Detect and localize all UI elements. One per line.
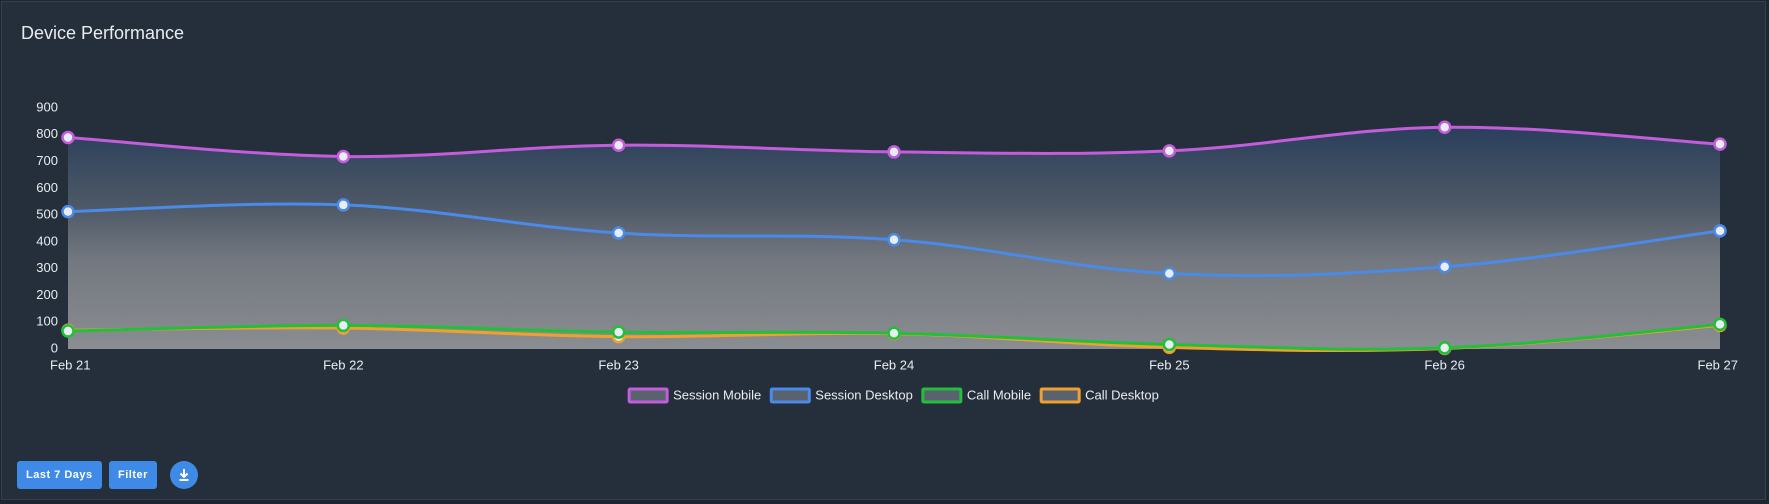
data-point — [336, 149, 351, 164]
data-point — [611, 325, 626, 339]
y-tick-label: 0 — [51, 340, 58, 355]
data-point — [336, 198, 351, 212]
data-point — [336, 318, 351, 333]
data-point — [61, 324, 75, 338]
legend-label: Call Desktop — [1085, 387, 1159, 402]
y-tick-label: 100 — [36, 314, 58, 329]
data-point — [1713, 137, 1727, 151]
download-button[interactable] — [170, 461, 198, 489]
data-point — [1437, 341, 1452, 355]
y-tick-label: 900 — [36, 99, 58, 114]
data-point — [611, 226, 626, 240]
range-button[interactable]: Last 7 Days — [17, 461, 102, 489]
legend-label: Session Mobile — [673, 387, 761, 402]
data-point — [887, 232, 901, 247]
y-tick-label: 200 — [36, 287, 58, 302]
filter-button[interactable]: Filter — [109, 461, 157, 489]
data-point — [1162, 337, 1177, 352]
legend-swatch — [627, 387, 669, 404]
data-point — [887, 326, 901, 340]
data-point — [61, 130, 75, 145]
legend-swatch — [921, 387, 963, 404]
x-tick-label: Feb 23 — [598, 357, 638, 372]
y-tick-label: 800 — [36, 126, 58, 141]
x-tick-label: Feb 27 — [1698, 357, 1738, 372]
data-point — [1437, 260, 1452, 274]
x-tick-label: Feb 26 — [1424, 357, 1464, 372]
data-point — [1437, 120, 1452, 135]
data-point — [1713, 224, 1727, 238]
data-point — [61, 204, 75, 219]
data-point — [887, 145, 901, 159]
x-tick-label: Feb 24 — [874, 357, 914, 372]
x-tick-label: Feb 25 — [1149, 357, 1189, 372]
legend-label: Call Mobile — [967, 387, 1031, 402]
data-point — [1713, 317, 1727, 332]
chart-title: Device Performance — [21, 23, 184, 43]
x-tick-label: Feb 22 — [323, 357, 363, 372]
y-tick-label: 500 — [36, 207, 58, 222]
download-icon — [179, 469, 189, 481]
legend-swatch — [1039, 387, 1081, 404]
y-tick-label: 400 — [36, 233, 58, 248]
y-tick-label: 600 — [36, 180, 58, 195]
x-tick-label: Feb 21 — [50, 357, 90, 372]
y-tick-label: 700 — [36, 153, 58, 168]
data-point — [611, 138, 626, 152]
data-point — [1162, 266, 1177, 281]
legend-label: Session Desktop — [815, 387, 913, 402]
data-point — [1162, 144, 1177, 158]
y-tick-label: 300 — [36, 260, 58, 275]
legend-swatch — [769, 387, 811, 404]
